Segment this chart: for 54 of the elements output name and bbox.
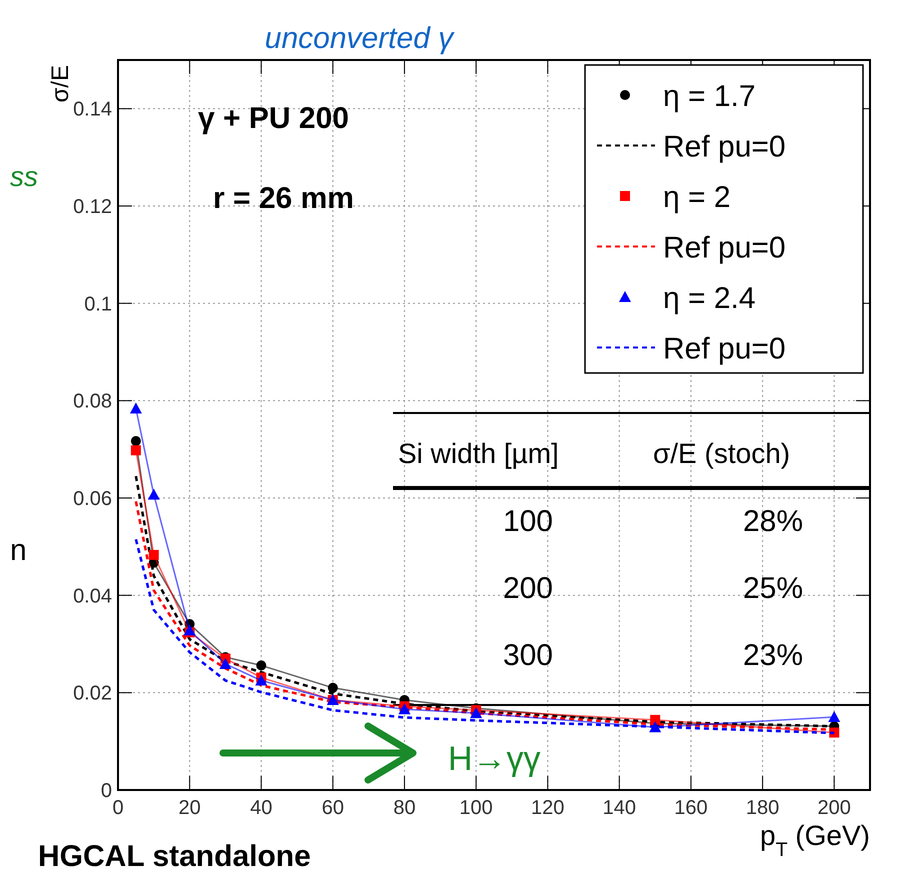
x-tick-label: 180 — [746, 797, 780, 819]
legend-label: Ref pu=0 — [663, 232, 786, 264]
x-tick-label: 40 — [250, 797, 272, 819]
point — [328, 682, 338, 693]
point — [184, 624, 196, 636]
point — [256, 660, 266, 670]
x-tick-label: 60 — [322, 797, 344, 819]
x-axis-title: p$_{T}$ (GeV) — [760, 820, 870, 861]
y-tick-label: 0.14 — [73, 98, 112, 121]
x-tick-label: 120 — [531, 797, 564, 819]
point — [148, 488, 160, 500]
annotation: 25% — [742, 572, 803, 605]
annotation: r = 26 mm — [213, 182, 354, 215]
x-tick-label: 80 — [393, 797, 416, 819]
legend-label: η = 1.7 — [663, 80, 756, 113]
x-tick-label: 20 — [178, 797, 201, 819]
legend-label: Ref pu=0 — [663, 332, 786, 366]
text: ss — [10, 161, 38, 192]
annotation: 100 — [502, 505, 553, 538]
annotation: 200 — [502, 572, 553, 605]
text: n — [10, 534, 27, 567]
point — [255, 674, 268, 686]
y-axis-title: σ/E — [47, 65, 74, 102]
y-tick-label: 0.1 — [84, 293, 112, 316]
text: HGCAL standalone — [38, 840, 311, 873]
legend-label: η = 2.4 — [663, 282, 756, 315]
point — [219, 658, 232, 669]
y-tick-label: 0.04 — [73, 585, 112, 608]
annotation: 23% — [742, 639, 803, 672]
annotation: σ/E (stoch) — [653, 438, 790, 469]
annotation: γ + PU 200 — [198, 102, 349, 135]
legend-label: η = 2 — [663, 181, 731, 214]
y-tick-label: 0.02 — [73, 682, 112, 705]
point — [398, 703, 410, 714]
annotation: H→γγ — [448, 740, 541, 778]
annotation: 28% — [742, 505, 803, 538]
annotation: 300 — [502, 639, 553, 672]
legend-label: Ref pu=0 — [663, 130, 786, 164]
y-tick-label: 0.06 — [73, 488, 112, 510]
x-tick-label: 200 — [818, 797, 851, 819]
point — [130, 402, 142, 414]
y-tick-label: 0.08 — [73, 390, 112, 413]
x-tick-label: 160 — [674, 797, 708, 819]
point — [148, 550, 159, 560]
point — [470, 707, 482, 718]
point — [828, 711, 840, 722]
annotation: Si width [µm] — [398, 438, 559, 469]
y-tick-label: 0.12 — [73, 196, 112, 218]
x-tick-label: 100 — [459, 797, 493, 819]
x-tick-label: 140 — [602, 797, 636, 819]
chart-title: unconverted γ — [264, 22, 456, 55]
point — [130, 436, 141, 446]
y-tick-label: 0 — [100, 780, 112, 802]
point — [130, 445, 141, 456]
